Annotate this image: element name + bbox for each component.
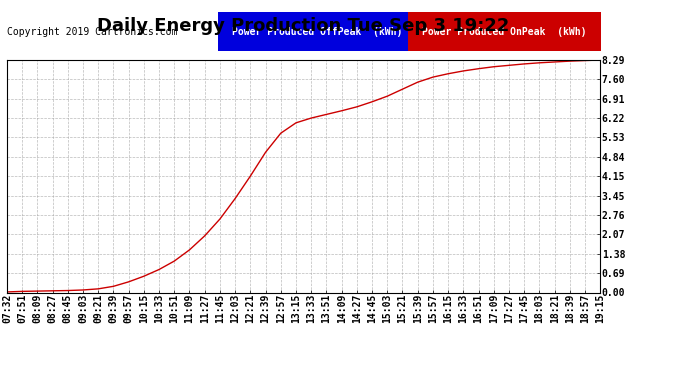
Text: Power Produced OffPeak  (kWh): Power Produced OffPeak (kWh) — [233, 27, 403, 37]
Text: Power Produced OnPeak  (kWh): Power Produced OnPeak (kWh) — [422, 27, 586, 37]
Text: Copyright 2019 Cartronics.com: Copyright 2019 Cartronics.com — [7, 27, 177, 37]
Text: Daily Energy Production Tue Sep 3 19:22: Daily Energy Production Tue Sep 3 19:22 — [97, 17, 510, 35]
